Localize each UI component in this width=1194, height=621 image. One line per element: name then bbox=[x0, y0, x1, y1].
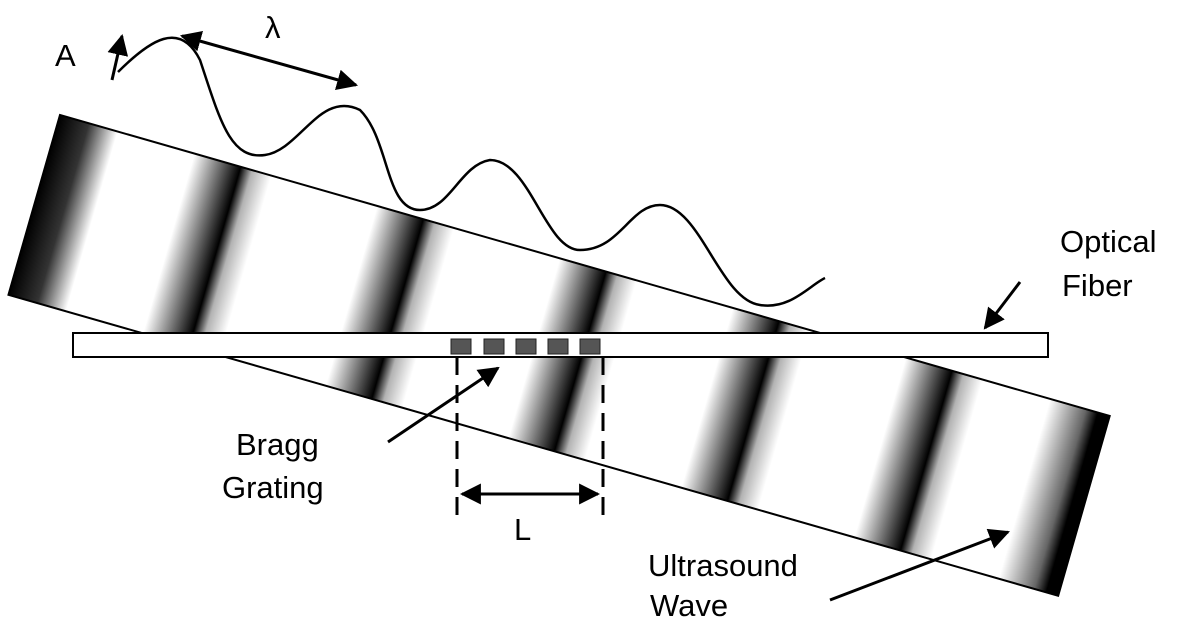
wave bbox=[117, 36, 826, 307]
wavelength-arrow bbox=[179, 31, 359, 90]
label: Bragg bbox=[236, 427, 319, 462]
grating-arrow bbox=[387, 366, 500, 444]
label: Fiber bbox=[1062, 268, 1133, 303]
label: λ bbox=[265, 10, 281, 45]
label: Grating bbox=[222, 470, 324, 505]
grating bbox=[450, 338, 601, 355]
wave-arrow bbox=[829, 528, 1010, 602]
fiber-arrow bbox=[983, 281, 1022, 330]
label: Ultrasound bbox=[648, 548, 798, 583]
label: L bbox=[514, 512, 531, 547]
amplitude-arrow bbox=[107, 33, 129, 81]
label: A bbox=[55, 38, 76, 73]
label: Optical bbox=[1060, 224, 1156, 259]
label: Wave bbox=[650, 588, 728, 621]
